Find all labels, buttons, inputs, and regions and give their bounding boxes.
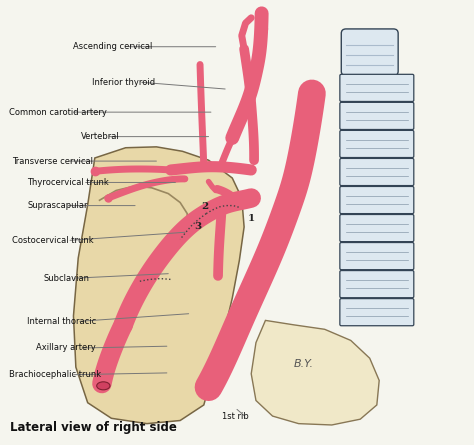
Text: Subclavian: Subclavian: [44, 274, 90, 283]
Text: B.Y.: B.Y.: [293, 359, 313, 369]
FancyBboxPatch shape: [341, 29, 398, 76]
Text: Thyrocervical trunk: Thyrocervical trunk: [27, 178, 109, 187]
FancyBboxPatch shape: [340, 214, 414, 242]
FancyBboxPatch shape: [340, 74, 414, 101]
Text: Vertebral: Vertebral: [81, 132, 119, 141]
Text: 1: 1: [247, 214, 255, 222]
Text: Transverse cervical: Transverse cervical: [12, 157, 93, 166]
Text: Common carotid artery: Common carotid artery: [9, 108, 107, 117]
Text: Inferior thyroid: Inferior thyroid: [92, 78, 155, 87]
Text: Internal thoracic: Internal thoracic: [27, 317, 97, 326]
FancyBboxPatch shape: [340, 158, 414, 186]
Text: Axillary artery: Axillary artery: [36, 344, 95, 352]
Text: Ascending cervical: Ascending cervical: [73, 42, 153, 51]
FancyBboxPatch shape: [340, 130, 414, 158]
Text: Brachiocephalic trunk: Brachiocephalic trunk: [9, 370, 101, 379]
Polygon shape: [73, 147, 244, 424]
FancyBboxPatch shape: [340, 243, 414, 270]
Text: 1st rib: 1st rib: [222, 412, 248, 421]
FancyBboxPatch shape: [340, 271, 414, 298]
Text: 3: 3: [194, 222, 202, 231]
FancyBboxPatch shape: [340, 299, 414, 326]
FancyBboxPatch shape: [340, 102, 414, 129]
Polygon shape: [251, 320, 379, 425]
Ellipse shape: [97, 382, 110, 390]
Text: Costocervical trunk: Costocervical trunk: [12, 236, 93, 245]
Text: Suprascapular: Suprascapular: [27, 201, 88, 210]
FancyBboxPatch shape: [340, 186, 414, 214]
Text: Lateral view of right side: Lateral view of right side: [10, 421, 177, 434]
Text: 2: 2: [201, 202, 209, 211]
